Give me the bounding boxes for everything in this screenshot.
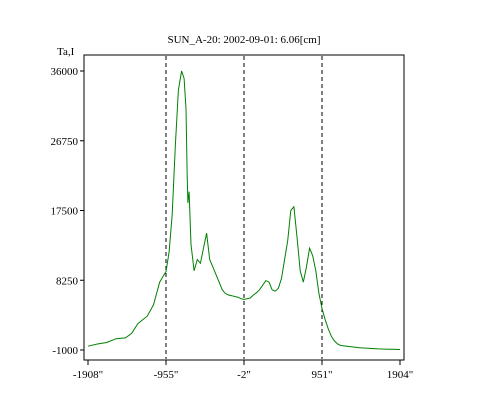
y-tick-label: -1000 xyxy=(52,345,78,357)
y-axis-label: Ta,I xyxy=(57,46,75,58)
chart-title: SUN_A-20: 2002-09-01: 6.06[cm] xyxy=(167,34,320,46)
x-tick-label: -2" xyxy=(237,369,251,381)
y-tick-label: 36000 xyxy=(51,66,79,78)
x-tick-label: 1904" xyxy=(387,369,414,381)
series-line xyxy=(87,70,401,350)
y-tick-label: 26750 xyxy=(51,136,79,148)
y-axis-ticks: 36000 26750 17500 8250 -1000 xyxy=(51,66,84,357)
y-tick-label: 17500 xyxy=(51,206,79,218)
x-tick-label: -1908" xyxy=(73,369,103,381)
y-tick-label: 8250 xyxy=(56,275,79,287)
x-tick-label: 951" xyxy=(312,369,333,381)
x-tick-label: -955" xyxy=(154,369,179,381)
x-axis-ticks: -1908" -955" -2" 951" 1904" xyxy=(73,360,413,381)
